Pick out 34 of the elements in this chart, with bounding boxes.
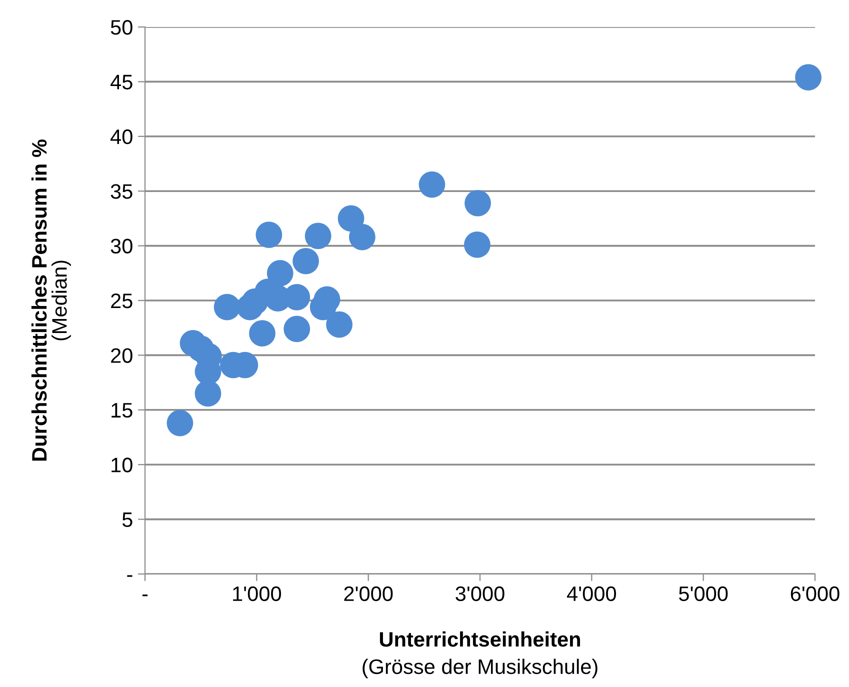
y-tick-label: 25 [111, 294, 132, 308]
y-tick-label: 5 [122, 512, 132, 528]
y-tick-label: 40 [110, 129, 132, 144]
point [304, 222, 332, 250]
y-tick-label: 20 [111, 348, 132, 363]
point [464, 232, 490, 258]
y-axis-title: Durchschnittliches Pensum in % (Median) [31, 140, 71, 461]
x-tick-label: 4'000 [566, 586, 616, 602]
point [256, 222, 282, 248]
x-tick-label: 2'000 [344, 586, 393, 602]
y-tick-label: 10 [112, 458, 132, 472]
x-tick-label: 1'000 [233, 586, 282, 602]
y-tick-label: 50 [110, 20, 132, 35]
point [795, 64, 822, 90]
point [266, 260, 294, 286]
point [249, 320, 276, 346]
x-tick-label: 6'000 [790, 586, 840, 602]
point [418, 171, 446, 198]
y-tick-label: 15 [112, 403, 132, 418]
y-tick-label: 45 [110, 74, 132, 90]
point [214, 294, 240, 320]
point [166, 410, 194, 436]
y-tick-label: - [127, 575, 132, 577]
x-tick-label: 5'000 [679, 586, 728, 602]
x-axis-title: Unterrichtseinheiten (Grösse der Musikschule) [362, 631, 598, 678]
point [464, 190, 491, 216]
y-tick-label: 35 [110, 184, 132, 199]
point [292, 248, 319, 274]
point [338, 205, 364, 232]
point [284, 316, 310, 342]
point [349, 224, 376, 250]
x-tick-label: 3'000 [456, 586, 504, 602]
y-tick-label: 30 [110, 238, 132, 254]
point [326, 311, 352, 338]
